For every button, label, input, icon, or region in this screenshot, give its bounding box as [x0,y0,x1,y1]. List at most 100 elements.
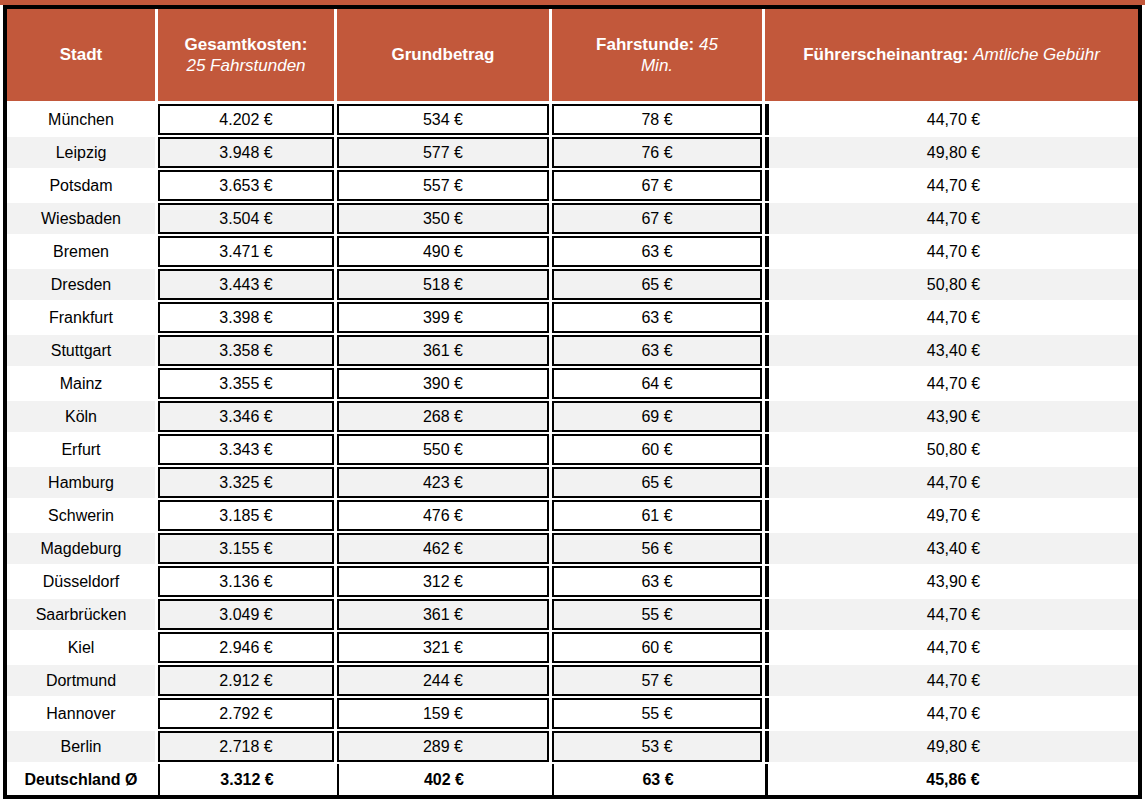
cell-total-cost: 3.398 € [158,302,334,333]
cell-city: Kiel [7,632,155,663]
column-header-total-cost: Gesamtkosten: 25 Fahrstunden [158,9,334,101]
cell-lesson-price: 55 € [552,698,762,729]
cell-total-cost: 3.948 € [158,137,334,168]
cell-base-fee: 423 € [337,467,549,498]
cell-application-fee: 44,70 € [765,170,1138,201]
cell-application-fee: 45,86 € [765,764,1138,795]
cell-city: Bremen [7,236,155,267]
cell-total-cost: 3.049 € [158,599,334,630]
cell-lesson-price: 63 € [552,764,762,795]
cell-total-cost: 3.343 € [158,434,334,465]
cell-application-fee: 44,70 € [765,236,1138,267]
cell-base-fee: 476 € [337,500,549,531]
column-header-label: Fahrstunde: [596,35,694,54]
column-header-label: Stadt [60,45,103,64]
cell-application-fee: 43,90 € [765,401,1138,432]
cell-base-fee: 557 € [337,170,549,201]
cell-lesson-price: 63 € [552,302,762,333]
cell-total-cost: 3.136 € [158,566,334,597]
cell-application-fee: 49,80 € [765,731,1138,762]
column-header-application-fee: Führerscheinantrag: Amtliche Gebühr [765,9,1138,101]
cell-total-cost: 3.471 € [158,236,334,267]
cell-city: Stuttgart [7,335,155,366]
cell-base-fee: 361 € [337,335,549,366]
cell-application-fee: 50,80 € [765,269,1138,300]
cell-total-cost: 3.358 € [158,335,334,366]
cell-application-fee: 44,70 € [765,104,1138,135]
cell-application-fee: 44,70 € [765,302,1138,333]
cell-total-cost: 2.718 € [158,731,334,762]
cell-city: München [7,104,155,135]
cell-base-fee: 399 € [337,302,549,333]
column-header-base-fee: Grundbetrag [337,9,549,101]
cell-lesson-price: 53 € [552,731,762,762]
cell-base-fee: 462 € [337,533,549,564]
column-header-label: Gesamtkosten: [185,35,308,54]
cell-base-fee: 361 € [337,599,549,630]
cell-base-fee: 577 € [337,137,549,168]
cell-application-fee: 44,70 € [765,698,1138,729]
cell-lesson-price: 63 € [552,335,762,366]
cell-base-fee: 518 € [337,269,549,300]
cell-city: Magdeburg [7,533,155,564]
cell-total-cost: 3.325 € [158,467,334,498]
cell-city: Dortmund [7,665,155,696]
cell-city: Dresden [7,269,155,300]
cell-city: Hannover [7,698,155,729]
cell-lesson-price: 60 € [552,632,762,663]
column-header-city: Stadt [7,9,155,101]
cell-base-fee: 268 € [337,401,549,432]
cell-city: Erfurt [7,434,155,465]
cell-lesson-price: 78 € [552,104,762,135]
cell-total-cost: 3.504 € [158,203,334,234]
cell-city: Potsdam [7,170,155,201]
cell-base-fee: 159 € [337,698,549,729]
cell-application-fee: 49,70 € [765,500,1138,531]
cell-lesson-price: 67 € [552,170,762,201]
cell-lesson-price: 65 € [552,269,762,300]
cell-city: Leipzig [7,137,155,168]
cell-base-fee: 321 € [337,632,549,663]
cell-city: Schwerin [7,500,155,531]
cell-city: Deutschland Ø [7,764,155,795]
cell-city: Hamburg [7,467,155,498]
column-header-label: Führerscheinantrag: [803,45,968,64]
cell-total-cost: 3.346 € [158,401,334,432]
column-header-lesson-price: Fahrstunde: 45 Min. [552,9,762,101]
cell-total-cost: 3.312 € [158,764,334,795]
cell-lesson-price: 67 € [552,203,762,234]
cell-city: Mainz [7,368,155,399]
cell-application-fee: 49,80 € [765,137,1138,168]
cell-total-cost: 4.202 € [158,104,334,135]
cell-base-fee: 402 € [337,764,549,795]
cell-city: Wiesbaden [7,203,155,234]
cell-base-fee: 350 € [337,203,549,234]
cell-base-fee: 312 € [337,566,549,597]
cell-application-fee: 44,70 € [765,632,1138,663]
cell-lesson-price: 64 € [552,368,762,399]
cell-total-cost: 3.185 € [158,500,334,531]
cell-lesson-price: 76 € [552,137,762,168]
cell-application-fee: 44,70 € [765,368,1138,399]
cell-total-cost: 3.355 € [158,368,334,399]
column-header-label: Grundbetrag [392,45,495,64]
cell-city: Berlin [7,731,155,762]
cell-application-fee: 43,90 € [765,566,1138,597]
cell-application-fee: 43,40 € [765,533,1138,564]
table-body: München4.202 €534 €78 €44,70 €Leipzig3.9… [7,104,1138,795]
cell-base-fee: 534 € [337,104,549,135]
cell-total-cost: 3.653 € [158,170,334,201]
cell-city: Frankfurt [7,302,155,333]
cell-lesson-price: 61 € [552,500,762,531]
cell-application-fee: 44,70 € [765,599,1138,630]
cell-base-fee: 244 € [337,665,549,696]
cell-application-fee: 44,70 € [765,467,1138,498]
cell-lesson-price: 60 € [552,434,762,465]
cell-lesson-price: 56 € [552,533,762,564]
cell-base-fee: 490 € [337,236,549,267]
cell-total-cost: 3.155 € [158,533,334,564]
cell-base-fee: 289 € [337,731,549,762]
cell-application-fee: 44,70 € [765,665,1138,696]
cell-lesson-price: 63 € [552,566,762,597]
cell-city: Düsseldorf [7,566,155,597]
